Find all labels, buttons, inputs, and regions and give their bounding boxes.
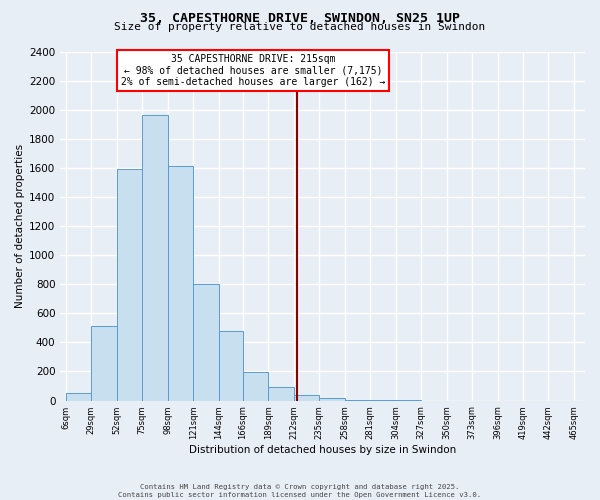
Text: Contains HM Land Registry data © Crown copyright and database right 2025.
Contai: Contains HM Land Registry data © Crown c… [118,484,482,498]
Bar [117,170,142,400]
Bar [167,166,193,400]
Bar [193,284,218,401]
Bar [243,372,268,400]
X-axis label: Distribution of detached houses by size in Swindon: Distribution of detached houses by size … [189,445,456,455]
Bar [218,331,243,400]
Text: Size of property relative to detached houses in Swindon: Size of property relative to detached ho… [115,22,485,32]
Bar [319,398,345,400]
Text: 35, CAPESTHORNE DRIVE, SWINDON, SN25 1UP: 35, CAPESTHORNE DRIVE, SWINDON, SN25 1UP [140,12,460,26]
Bar [66,394,91,400]
Bar [142,116,167,401]
Text: 35 CAPESTHORNE DRIVE: 215sqm
← 98% of detached houses are smaller (7,175)
2% of : 35 CAPESTHORNE DRIVE: 215sqm ← 98% of de… [121,54,385,87]
Bar [268,388,294,400]
Y-axis label: Number of detached properties: Number of detached properties [15,144,25,308]
Bar [294,396,319,400]
Bar [91,326,117,400]
